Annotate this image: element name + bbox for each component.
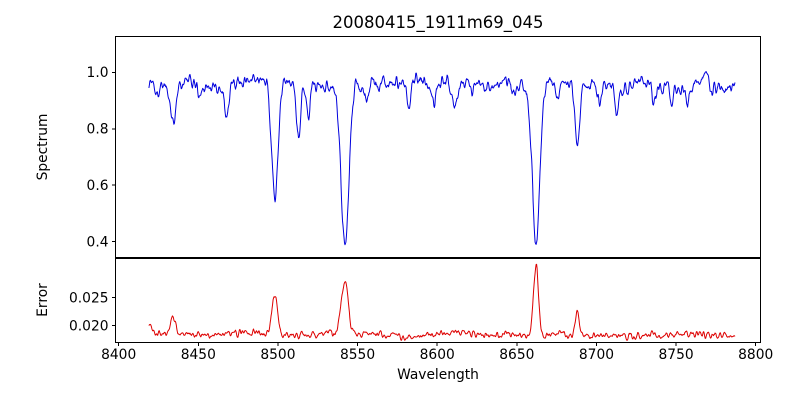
spectrum-y-tick-label: 0.8 (87, 122, 109, 138)
x-tick-label: 8550 (340, 347, 375, 363)
x-tick-label: 8400 (101, 347, 136, 363)
spectrum-y-ticks: 0.4 0.6 0.8 1.0 (87, 65, 116, 250)
x-tick-label: 8750 (659, 347, 694, 363)
spectrum-y-tick-label: 0.4 (87, 234, 109, 250)
spectrum-line (148, 71, 736, 246)
error-panel-border (115, 258, 761, 343)
x-tick-label: 8700 (579, 347, 614, 363)
chart-title: 20080415_1911m69_045 (332, 13, 543, 33)
spectrum-y-tick-label: 0.6 (87, 178, 109, 194)
x-axis-ticks: 8400 8450 8500 8550 8600 8650 8700 8750 8800 (101, 342, 773, 363)
error-line (148, 263, 736, 341)
y-axis-label-spectrum: Spectrum (35, 114, 51, 181)
x-tick-label: 8800 (738, 347, 773, 363)
error-y-tick-label: 0.025 (69, 291, 109, 307)
spectrum-y-tick-label: 1.0 (87, 65, 109, 81)
spectrum-panel-border (115, 36, 761, 258)
x-axis-label: Wavelength (397, 367, 479, 383)
x-tick-label: 8450 (181, 347, 216, 363)
x-tick-label: 8500 (260, 347, 295, 363)
x-tick-label: 8650 (499, 347, 534, 363)
error-y-ticks: 0.020 0.025 (69, 291, 116, 335)
x-tick-label: 8600 (420, 347, 455, 363)
y-axis-label-error: Error (35, 283, 51, 317)
error-y-tick-label: 0.020 (69, 319, 109, 335)
plot-layers: 8400 8450 8500 8550 8600 8650 8700 8750 88000.40… (69, 36, 773, 363)
